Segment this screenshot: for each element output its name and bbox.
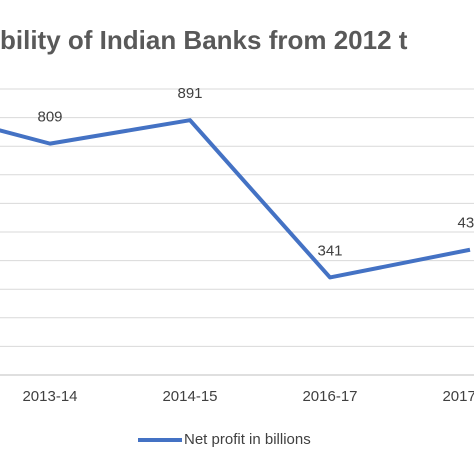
line-series — [0, 118, 471, 280]
x-tick-label: 2014-15 — [162, 388, 217, 405]
data-label: 809 — [37, 109, 62, 126]
x-tick-label: 2013-14 — [22, 388, 77, 405]
data-label: 438 — [457, 215, 474, 232]
chart-title: bility of Indian Banks from 2012 t — [0, 25, 408, 55]
x-tick-label: 2016-17 — [302, 388, 357, 405]
data-label: 341 — [317, 242, 342, 259]
x-tick-label: 2017-18 — [442, 388, 474, 405]
data-label: 891 — [177, 85, 202, 102]
legend-label: Net profit in billions — [184, 431, 311, 448]
